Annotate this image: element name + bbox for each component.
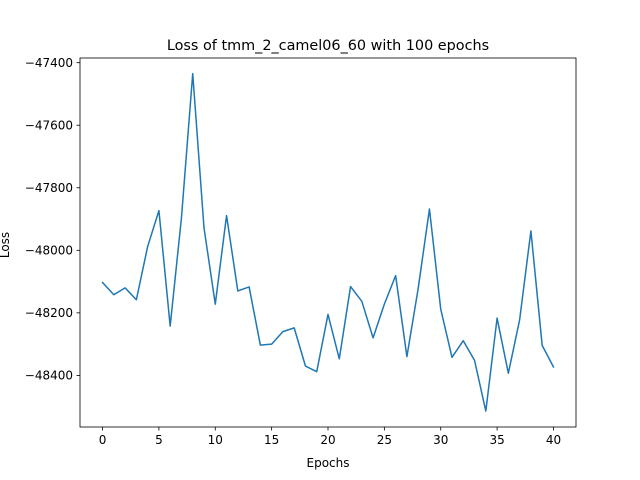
y-tick-label: −47400 (25, 56, 73, 70)
axes-frame (79, 57, 577, 428)
x-tick-label: 40 (546, 433, 561, 447)
x-tick-label: 15 (264, 433, 279, 447)
x-tick-label: 25 (377, 433, 392, 447)
y-tick-label: −48000 (25, 244, 73, 258)
x-tick-label: 20 (320, 433, 335, 447)
y-axis-label: Loss (0, 232, 12, 258)
x-tick-label: 10 (208, 433, 223, 447)
loss-series-line (101, 72, 555, 412)
y-tick-label: −48400 (25, 369, 73, 383)
x-tick-label: 30 (433, 433, 448, 447)
x-axis-label: Epochs (307, 456, 350, 470)
x-tick-label: 0 (99, 433, 107, 447)
plot-area: 0 5 10 15 20 25 30 35 40 −48400 −48200 −48000 −47800… (25, 56, 577, 447)
x-tick-label: 5 (155, 433, 163, 447)
x-tick-label: 35 (489, 433, 504, 447)
y-tick-label: −48200 (25, 306, 73, 320)
y-tick-label: −47800 (25, 181, 73, 195)
y-tick-label: −47600 (25, 119, 73, 133)
chart-title: Loss of tmm_2_camel06_60 with 100 epochs (167, 38, 489, 54)
